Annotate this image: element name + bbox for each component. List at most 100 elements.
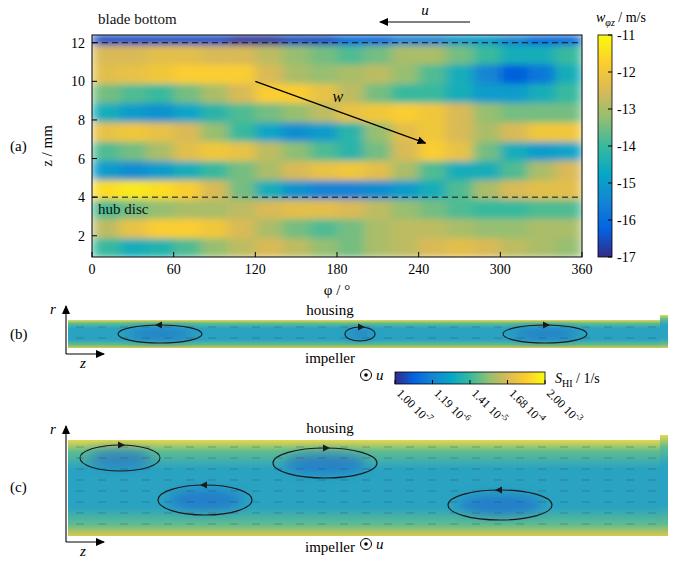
field-arrow: [450, 524, 458, 525]
field-arrow: [252, 502, 260, 503]
heatmap-cell: [201, 103, 229, 123]
heatmap-cell: [473, 199, 501, 219]
heatmap-cell: [283, 35, 311, 45]
heatmap-cell: [337, 64, 365, 84]
flow-field: [68, 440, 660, 536]
field-arrow: [428, 480, 436, 481]
field-arrow: [98, 447, 106, 448]
field-arrow: [626, 338, 634, 339]
heatmap-cell: [555, 103, 582, 123]
heatmap-cell: [446, 45, 474, 65]
colorbar-tick: [608, 109, 612, 110]
field-arrow: [252, 524, 260, 525]
field-arrow: [120, 338, 128, 339]
heatmap-cell: [528, 238, 556, 257]
heatmap-cell: [255, 122, 283, 142]
heatmap-cell: [146, 141, 174, 161]
colorbar-tick-label: -12: [617, 65, 636, 80]
field-arrow: [494, 469, 502, 470]
heatmap-cell: [473, 218, 501, 238]
field-arrow: [296, 524, 304, 525]
heatmap-cell: [419, 238, 447, 257]
heatmap-cell: [201, 218, 229, 238]
field-arrow: [274, 338, 282, 339]
field-arrow: [164, 458, 172, 459]
heatmap-cell: [283, 64, 311, 84]
field-arrow: [582, 447, 590, 448]
heatmap-cell: [419, 64, 447, 84]
velocity-label: u: [376, 367, 384, 383]
vortex: [448, 490, 552, 520]
heatmap-cell: [446, 103, 474, 123]
heatmap-cell: [419, 122, 447, 142]
heatmap-cell: [528, 83, 556, 103]
heatmap-cell: [337, 180, 365, 200]
field-arrow: [274, 458, 282, 459]
field-arrow: [252, 491, 260, 492]
field-arrow: [406, 469, 414, 470]
heatmap-cell: [337, 199, 365, 219]
heatmap-cell: [528, 103, 556, 123]
field-arrow: [274, 469, 282, 470]
heatmap-cell: [555, 218, 582, 238]
heatmap-cell: [473, 103, 501, 123]
heatmap-cell: [283, 122, 311, 142]
vortex-arrow: [495, 487, 502, 494]
field-arrow: [604, 458, 612, 459]
colorbar-tick-label: -17: [617, 250, 636, 265]
heatmap-cell: [364, 64, 392, 84]
field-arrow: [340, 458, 348, 459]
field-arrow: [340, 513, 348, 514]
y-axis-title: z / mm: [39, 125, 55, 167]
field-arrow: [98, 524, 106, 525]
heatmap-cell: [146, 83, 174, 103]
heatmap-cell: [528, 218, 556, 238]
heatmap-cell: [146, 45, 174, 65]
heatmap-cell: [364, 45, 392, 65]
field-arrow: [406, 458, 414, 459]
field-arrow: [494, 502, 502, 503]
field-arrow: [76, 458, 84, 459]
field-arrow: [626, 491, 634, 492]
field-arrow: [274, 513, 282, 514]
heatmap-cell: [255, 180, 283, 200]
heatmap-cell: [555, 35, 582, 45]
heatmap-cell: [419, 103, 447, 123]
heatmap-cell: [119, 238, 147, 257]
field-arrow: [76, 327, 84, 328]
heatmap-cell: [174, 199, 202, 219]
field-arrow: [406, 491, 414, 492]
field-arrow: [274, 480, 282, 481]
heatmap-cell: [119, 64, 147, 84]
field-arrow: [494, 513, 502, 514]
field-arrow: [428, 524, 436, 525]
heatmap-cell: [201, 122, 229, 142]
out-of-plane-dot: [364, 373, 368, 377]
colorbar-tick: [432, 380, 433, 384]
heatmap-cell: [364, 122, 392, 142]
field-arrow: [340, 502, 348, 503]
field-arrow: [208, 469, 216, 470]
field-arrow: [120, 524, 128, 525]
heatmap-cell: [337, 160, 365, 180]
heatmap-cell: [500, 45, 528, 65]
heatmap-cell: [174, 35, 202, 45]
field-arrow: [230, 524, 238, 525]
field-arrow: [560, 458, 568, 459]
field-arrow: [626, 524, 634, 525]
colorbar-tick-label: -16: [617, 213, 636, 228]
y-tick-label: 2: [78, 229, 85, 244]
heatmap-cell: [255, 64, 283, 84]
field-arrow: [252, 458, 260, 459]
field-arrow: [648, 338, 656, 339]
vortex: [503, 325, 587, 343]
heatmap-cell: [391, 45, 419, 65]
heatmap-cell: [364, 218, 392, 238]
field-arrow: [318, 502, 326, 503]
field-arrow: [296, 327, 304, 328]
field-arrow: [450, 502, 458, 503]
heatmap-cell: [310, 199, 338, 219]
field-arrow: [450, 447, 458, 448]
field-arrow: [604, 469, 612, 470]
field-arrow: [230, 447, 238, 448]
